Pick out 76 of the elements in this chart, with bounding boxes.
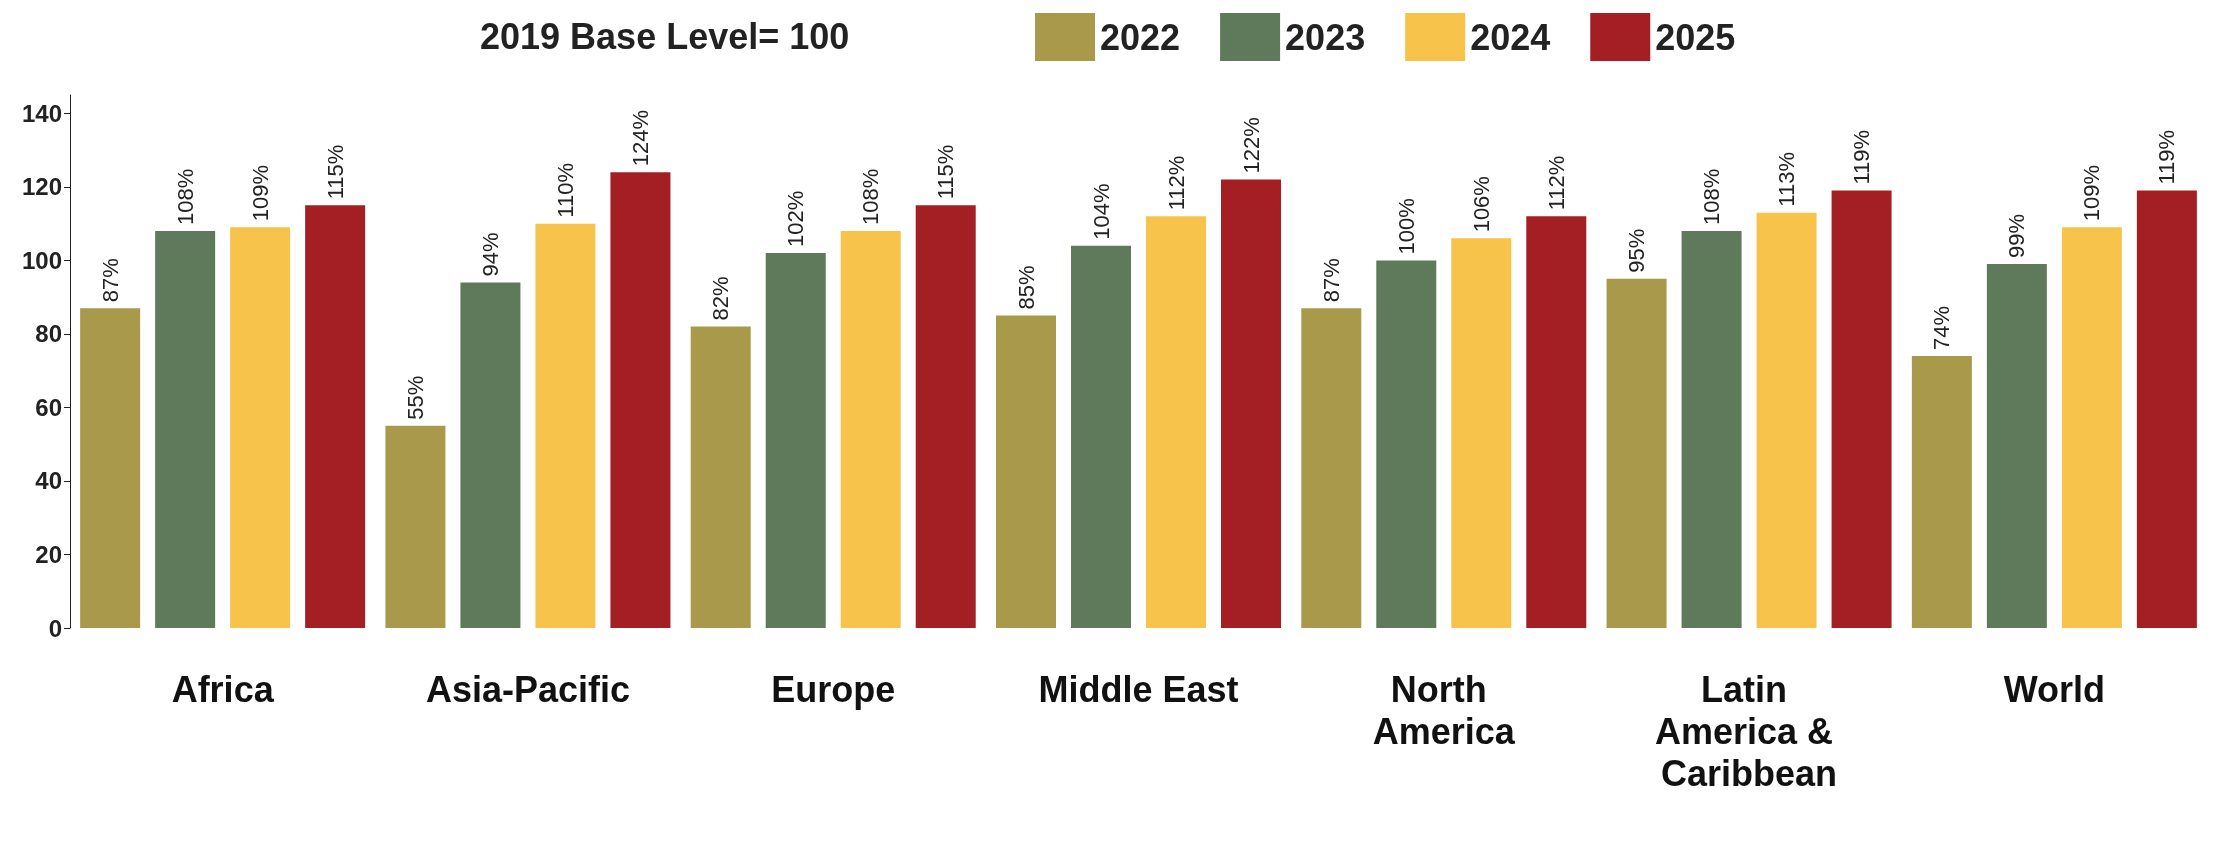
y-tick-label: 0 [48,614,62,642]
data-label: 94% [477,232,503,277]
data-label: 85% [1013,265,1039,310]
bar [155,231,216,628]
data-label: 115% [322,144,348,200]
data-label: 122% [1238,117,1264,174]
bar [1301,308,1362,628]
bar [2061,227,2122,628]
bar [1986,264,2047,628]
legend-label: 2023 [1285,16,1366,58]
bar [1376,260,1437,628]
x-tick-label: North America [1372,668,1516,752]
bar [1221,179,1281,628]
bar [1911,355,1972,628]
bar [80,308,141,628]
data-label: 99% [2004,214,2030,259]
y-tick-label: 120 [21,173,62,201]
y-tick-label: 140 [21,99,62,127]
y-tick-label: 60 [35,393,62,421]
x-tick-label: Asia-Pacific [425,668,630,710]
data-label: 100% [1393,198,1419,255]
bar [1526,216,1587,628]
data-label: 106% [1468,176,1494,233]
data-label: 110% [552,163,578,218]
legend-label: 2024 [1470,16,1551,58]
data-label: 95% [1624,228,1650,273]
x-tick-label: Africa [171,668,275,710]
x-tick-label: Europe [771,668,896,710]
bar [765,253,826,628]
data-label: 87% [97,258,123,303]
x-tick-label: World [2003,668,2106,710]
bar [1146,216,1206,628]
bar [1606,278,1667,628]
y-tick-label: 20 [35,540,62,568]
data-label: 104% [1088,183,1114,240]
legend-label: 2025 [1655,16,1736,58]
bar [535,223,596,628]
bar [610,172,671,628]
data-label: 55% [402,375,428,420]
data-label: 108% [172,168,198,226]
data-label: 102% [783,190,809,248]
data-label: 115% [933,144,959,200]
bar [1756,212,1817,628]
bar [230,227,291,628]
x-tick-label: Middle East [1038,668,1239,710]
data-label: 124% [627,109,653,167]
data-label: 119% [2154,129,2180,185]
legend-title: 2019 Base Level= 100 [480,15,850,57]
data-label: 109% [2079,165,2105,222]
y-tick-label: 80 [35,320,62,348]
data-label: 108% [858,168,884,226]
data-label: 87% [1318,258,1344,303]
bar [690,326,751,628]
bar [1451,238,1512,628]
bar [915,205,976,628]
bar [305,205,366,628]
bar [1681,231,1742,628]
data-label: 112% [1543,155,1569,211]
y-tick-label: 40 [35,467,62,495]
y-tick-label: 100 [21,246,62,274]
bar [840,231,901,628]
bar [385,425,446,628]
data-label: 112% [1163,155,1189,211]
data-label: 82% [708,276,734,321]
bar [1071,245,1131,628]
data-label: 113% [1774,151,1800,207]
legend-label: 2022 [1100,16,1181,58]
x-tick-label: Latin America & Caribbean [1655,668,1844,794]
data-label: 108% [1699,168,1725,226]
data-label: 74% [1929,305,1955,350]
data-label: 119% [1849,129,1875,185]
bar [2136,190,2197,628]
data-label: 109% [247,165,273,222]
bar [460,282,521,628]
bar [1831,190,1892,628]
bar [996,315,1056,628]
